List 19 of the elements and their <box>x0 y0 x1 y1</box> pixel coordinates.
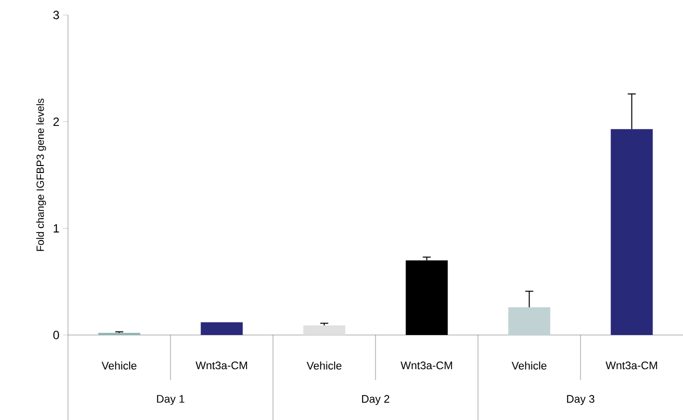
x-tick-label: Vehicle <box>512 362 546 370</box>
x-tick-label: Wnt3a-CM <box>606 362 658 370</box>
bar <box>303 325 346 335</box>
text: Day 2 <box>362 395 390 405</box>
x-tick-label: Vehicle <box>306 362 342 370</box>
y-tick-label: 2 <box>53 117 59 126</box>
y-tick-label: 3 <box>53 10 59 20</box>
bar <box>406 260 448 335</box>
y-tick-label: 0 <box>53 330 60 340</box>
bar <box>610 129 653 335</box>
x-tick-label: Wnt3a-CM <box>196 362 248 370</box>
text: Day 1 <box>157 395 184 405</box>
x-tick-label: Vehicle <box>102 362 136 370</box>
text: Day 3 <box>567 395 594 405</box>
x-tick-label: Wnt3a-CM <box>400 362 452 370</box>
bar <box>200 322 243 335</box>
y-axis-title: Fold change IGFBP3 gene levels <box>36 98 46 251</box>
y-tick-label: 1 <box>54 224 59 232</box>
bar <box>508 307 550 335</box>
